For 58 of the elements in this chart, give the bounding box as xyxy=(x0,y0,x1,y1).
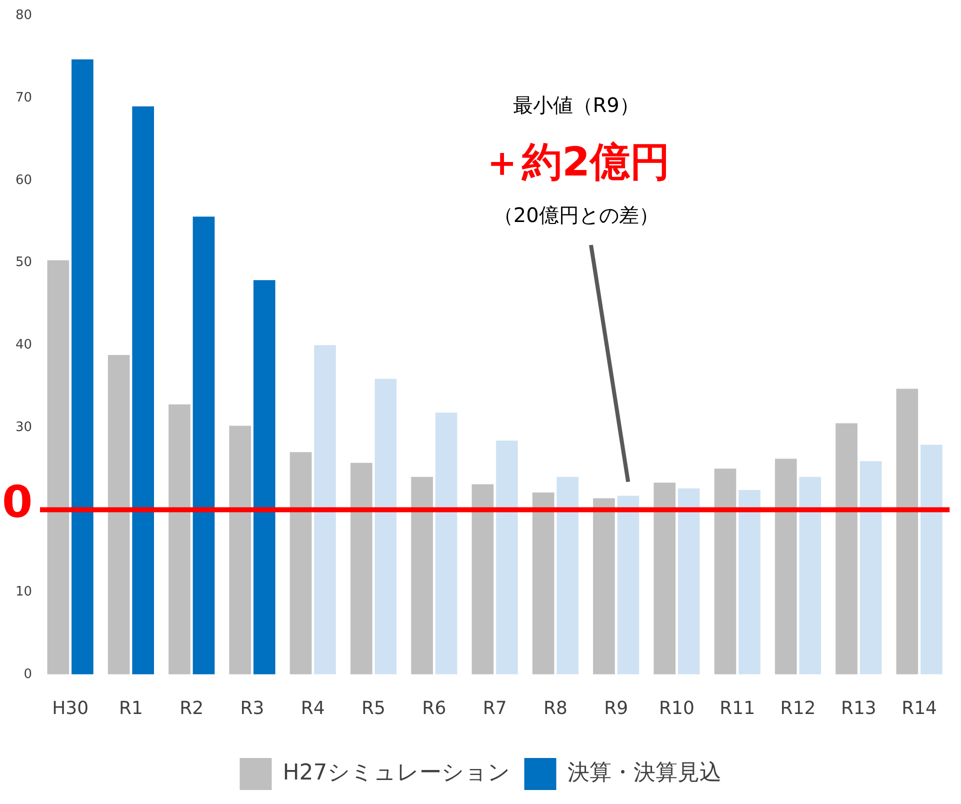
bar xyxy=(253,280,276,674)
y-tick-label: 80 xyxy=(15,8,32,24)
x-tick-label: R12 xyxy=(780,698,816,719)
x-tick-label: R1 xyxy=(118,698,143,719)
x-tick-label: R9 xyxy=(604,698,628,719)
bar xyxy=(411,476,433,674)
bar xyxy=(229,426,252,674)
bar xyxy=(314,345,336,674)
legend-label: H27シミュレーション xyxy=(282,760,510,786)
annotation: 最小値（R9） xyxy=(512,93,640,118)
bar xyxy=(168,404,190,674)
y-tick-label: 60 xyxy=(15,172,32,188)
y-tick-label: 0 xyxy=(24,666,32,682)
x-tick-label: R7 xyxy=(482,698,507,719)
bar xyxy=(556,476,578,674)
y-tick-label: 10 xyxy=(15,584,32,600)
bar xyxy=(896,388,918,674)
x-tick-label: R8 xyxy=(543,698,568,719)
y-tick-label: 70 xyxy=(15,90,32,106)
annotation: （20億円との差） xyxy=(493,203,659,228)
x-tick-label: R13 xyxy=(840,698,876,719)
x-tick-label: H30 xyxy=(52,698,89,719)
bar xyxy=(678,488,700,674)
y-tick-label: 30 xyxy=(15,420,32,435)
bar xyxy=(108,354,130,674)
annotation: ＋約2億円 xyxy=(482,139,670,186)
x-tick-label: R11 xyxy=(720,698,756,719)
bar xyxy=(654,482,676,674)
bar xyxy=(132,106,154,674)
x-tick-label: R6 xyxy=(422,698,446,719)
bar xyxy=(472,484,494,674)
bar xyxy=(920,444,942,674)
x-tick-label: R5 xyxy=(362,698,386,719)
bar xyxy=(836,423,858,674)
bar xyxy=(47,260,70,674)
bar xyxy=(738,490,760,674)
bar xyxy=(374,378,397,674)
bar xyxy=(799,476,822,674)
bar xyxy=(617,496,640,674)
bar xyxy=(860,461,882,674)
bar xyxy=(593,498,615,674)
y-tick-label: 40 xyxy=(15,337,32,352)
bar xyxy=(714,468,736,674)
bar xyxy=(192,216,215,674)
y-tick-label: 50 xyxy=(15,255,32,270)
bar xyxy=(496,440,518,674)
legend-label: 決算・決算見込 xyxy=(567,760,722,786)
bar xyxy=(774,458,797,674)
x-tick-label: R10 xyxy=(659,698,694,719)
bar xyxy=(532,492,554,674)
bar xyxy=(290,452,312,674)
bar xyxy=(435,412,458,674)
x-tick-label: R3 xyxy=(240,698,264,719)
x-tick-label: R4 xyxy=(300,698,325,719)
bar xyxy=(350,462,372,674)
x-tick-label: R14 xyxy=(902,698,938,719)
x-tick-label: R2 xyxy=(180,698,204,719)
bar xyxy=(72,59,94,674)
